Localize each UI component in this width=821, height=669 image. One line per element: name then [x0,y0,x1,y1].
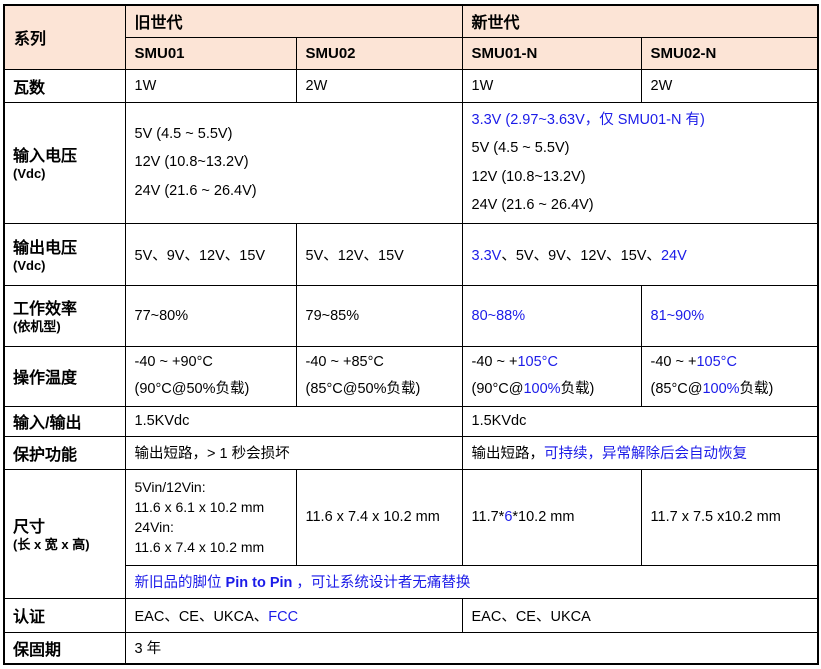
row-temperature: 操作温度 -40 ~ +90°C (90°C@50%负载) -40 ~ +85°C… [3,345,819,407]
cell-efficiency-smu02: 79~85% [295,284,463,347]
cell-efficiency-smu01: 77~80% [124,284,297,347]
row-pin-to-pin-note: 新旧品的脚位 Pin to Pin ，可让系统设计者无痛替换 [4,564,819,599]
cell-warranty-value: 3 年 [124,631,819,665]
model-header-smu02: SMU02 [295,36,463,70]
row-isolation: 输入/输出 1.5KVdc 1.5KVdc [3,405,819,437]
series-header-cell: 系列 [3,4,126,70]
cell-temperature-smu02: -40 ~ +85°C (85°C@50%负载) [295,345,463,407]
header-row-models: SMU01 SMU02 SMU01-N SMU02-N [4,36,819,70]
row-label-output-voltage: 输出电压 (Vdc) [3,222,126,286]
efficiency-label: 工作效率 [13,301,78,319]
header-row-generation: 系列 旧世代 新世代 [3,4,819,70]
cell-wattage-smu02: 2W [295,68,463,103]
cell-output-voltage-new: 3.3V、5V、9V、12V、15V、24V [461,222,819,286]
row-label-dimensions: 尺寸 (长 x 宽 x 高) [3,468,126,599]
cell-certification-new: EAC、CE、UKCA [461,597,819,633]
cell-temperature-smu01: -40 ~ +90°C (90°C@50%负载) [124,345,297,407]
cell-temperature-smu02n: -40 ~ +105°C (85°C@100%负载) [640,345,819,407]
cell-output-voltage-smu01: 5V、9V、12V、15V [124,222,297,286]
cell-pin-to-pin-note: 新旧品的脚位 Pin to Pin ，可让系统设计者无痛替换 [124,564,819,599]
row-label-temperature: 操作温度 [3,345,126,407]
output-voltage-label: 输出电压 [13,239,78,257]
new-generation-header: 新世代 [461,4,819,38]
row-label-isolation: 输入/输出 [3,405,126,437]
row-dimensions: 尺寸 (长 x 宽 x 高) 5Vin/12Vin: 11.6 x 6.1 x 1… [3,468,819,599]
cell-temperature-smu01n: -40 ~ +105°C (90°C@100%负载) [461,345,642,407]
row-efficiency: 工作效率 (依机型) 77~80% 79~85% 80~88% 81~90% [3,284,819,347]
row-label-certification: 认证 [3,597,126,633]
dimensions-sublabel: (长 x 宽 x 高) [13,537,90,553]
row-label-protection: 保护功能 [3,435,126,470]
row-label-wattage: 瓦数 [3,68,126,103]
old-generation-header: 旧世代 [124,4,463,38]
spec-comparison-table: 系列 旧世代 新世代 SMU01 SMU02 SMU01-N SMU02-N 瓦… [3,4,820,666]
row-wattage: 瓦数 1W 2W 1W 2W [3,68,819,103]
row-label-input-voltage: 输入电压 (Vdc) [3,101,126,224]
cell-wattage-smu02n: 2W [640,68,819,103]
cell-input-voltage-new: 3.3V (2.97~3.63V，仅 SMU01-N 有) 5V (4.5 ~ 5… [461,101,819,224]
dimensions-label: 尺寸 [13,519,46,537]
cell-output-voltage-smu02: 5V、12V、15V [295,222,463,286]
cell-wattage-smu01: 1W [124,68,297,103]
row-output-voltage: 输出电压 (Vdc) 5V、9V、12V、15V 5V、12V、15V 3.3V… [3,222,819,286]
row-label-efficiency: 工作效率 (依机型) [3,284,126,347]
cell-dimensions-smu02: 11.6 x 7.4 x 10.2 mm [295,468,463,566]
cell-protection-new: 输出短路，可持续，异常解除后会自动恢复 [461,435,819,470]
model-header-smu01n: SMU01-N [461,36,642,70]
row-input-voltage: 输入电压 (Vdc) 5V (4.5 ~ 5.5V) 12V (10.8~13.2… [3,101,819,224]
model-header-smu01: SMU01 [124,36,297,70]
output-voltage-sublabel: (Vdc) [13,257,46,273]
cell-isolation-new: 1.5KVdc [461,405,819,437]
cell-wattage-smu01n: 1W [461,68,642,103]
cell-protection-old: 输出短路，> 1 秒会损坏 [124,435,463,470]
cell-isolation-old: 1.5KVdc [124,405,463,437]
cell-efficiency-smu01n: 80~88% [461,284,642,347]
row-warranty: 保固期 3 年 [3,631,819,665]
cell-dimensions-smu01n: 11.7*6*10.2 mm [461,468,642,566]
model-header-smu02n: SMU02-N [640,36,819,70]
cell-dimensions-smu01: 5Vin/12Vin: 11.6 x 6.1 x 10.2 mm 24Vin: 11.… [124,468,297,566]
cell-input-voltage-old: 5V (4.5 ~ 5.5V) 12V (10.8~13.2V) 24V (21.6… [124,101,463,224]
cell-certification-old: EAC、CE、UKCA、FCC [124,597,463,633]
efficiency-sublabel: (依机型) [13,319,61,335]
row-label-warranty: 保固期 [3,631,126,665]
row-protection: 保护功能 输出短路，> 1 秒会损坏 输出短路，可持续，异常解除后会自动恢复 [3,435,819,470]
input-voltage-label: 输入电压 [13,148,78,166]
input-voltage-sublabel: (Vdc) [13,166,46,182]
cell-dimensions-smu02n: 11.7 x 7.5 x10.2 mm [640,468,819,566]
row-certification: 认证 EAC、CE、UKCA、FCC EAC、CE、UKCA [3,597,819,633]
cell-efficiency-smu02n: 81~90% [640,284,819,347]
